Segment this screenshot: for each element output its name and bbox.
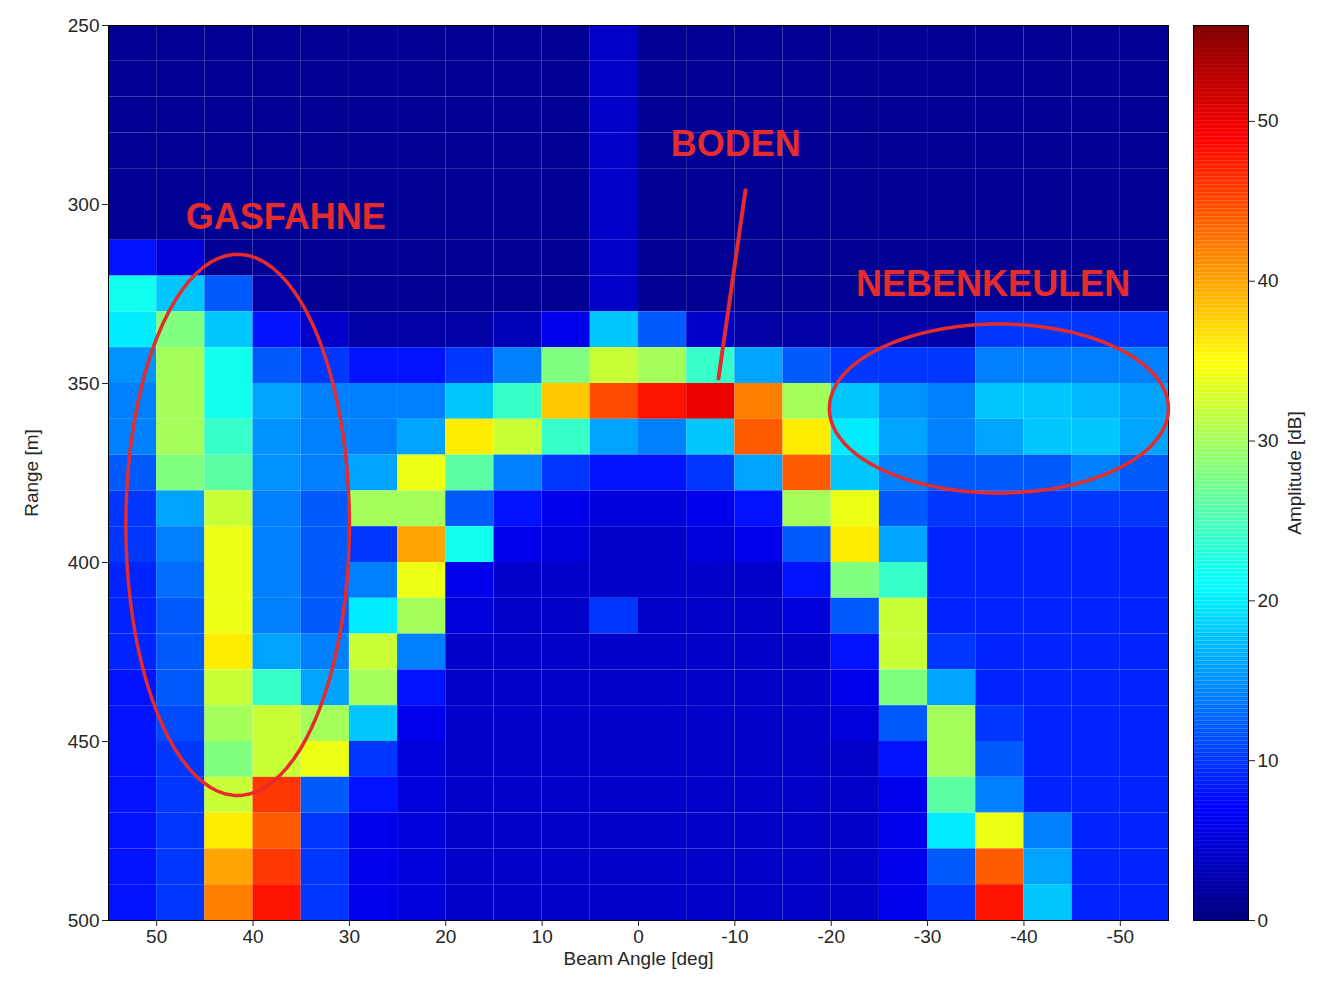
svg-text:Amplitude [dB]: Amplitude [dB] [1284, 411, 1305, 535]
svg-text:BODEN: BODEN [671, 123, 801, 164]
svg-text:50: 50 [146, 926, 167, 947]
svg-text:400: 400 [68, 552, 100, 573]
svg-text:30: 30 [339, 926, 360, 947]
svg-text:300: 300 [68, 194, 100, 215]
svg-text:20: 20 [435, 926, 456, 947]
svg-text:Beam Angle [deg]: Beam Angle [deg] [564, 948, 714, 969]
svg-text:500: 500 [68, 910, 100, 931]
svg-text:-10: -10 [721, 926, 748, 947]
svg-text:Range [m]: Range [m] [21, 429, 42, 517]
svg-text:-40: -40 [1010, 926, 1037, 947]
svg-text:40: 40 [1258, 270, 1279, 291]
svg-text:450: 450 [68, 731, 100, 752]
svg-text:-30: -30 [914, 926, 941, 947]
svg-text:10: 10 [1258, 750, 1279, 771]
svg-text:-20: -20 [817, 926, 844, 947]
svg-text:40: 40 [242, 926, 263, 947]
svg-text:250: 250 [68, 15, 100, 36]
svg-text:-50: -50 [1107, 926, 1134, 947]
svg-text:50: 50 [1258, 110, 1279, 131]
svg-text:NEBENKEULEN: NEBENKEULEN [856, 262, 1130, 303]
svg-text:0: 0 [633, 926, 644, 947]
svg-text:350: 350 [68, 373, 100, 394]
svg-text:20: 20 [1258, 590, 1279, 611]
svg-text:30: 30 [1258, 430, 1279, 451]
svg-text:10: 10 [532, 926, 553, 947]
svg-text:0: 0 [1258, 910, 1269, 931]
svg-text:GASFAHNE: GASFAHNE [186, 196, 386, 237]
